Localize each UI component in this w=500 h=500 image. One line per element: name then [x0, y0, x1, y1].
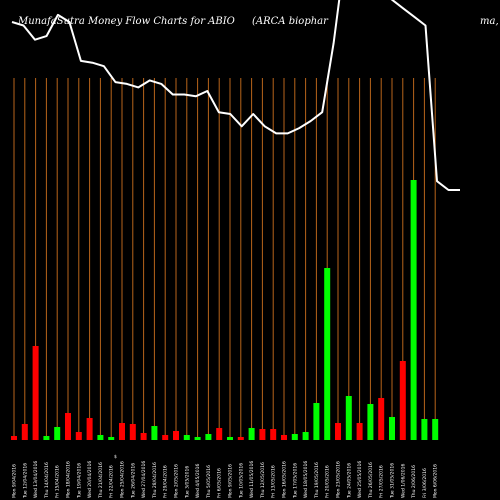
- money-flow-bar: [119, 423, 125, 440]
- x-tick-label: Wed 25/05/2016: [357, 461, 363, 498]
- money-flow-bar: [335, 423, 341, 440]
- money-flow-bar: [21, 424, 28, 440]
- money-flow-bar: [140, 433, 147, 440]
- money-flow-bar: [32, 346, 39, 440]
- x-tick-label: Mon 2/05/2016: [174, 464, 180, 498]
- x-tick-label: Mon 6/06/2016: [433, 464, 439, 498]
- x-tick-label: Fri 13/05/2016: [271, 465, 277, 498]
- money-flow-bar: [259, 429, 266, 440]
- money-flow-bar: [421, 419, 428, 440]
- x-tick-label: Wed 4/05/2016: [195, 464, 201, 498]
- vertical-gridlines: [13, 78, 436, 440]
- money-flow-bar: [389, 417, 395, 440]
- money-flow-bars: [11, 180, 439, 440]
- x-tick-label: Wed 1/06/2016: [400, 464, 406, 498]
- x-tick-label: Wed 20/04/2016: [87, 461, 93, 498]
- x-tick-label: Fri 20/05/2016: [325, 465, 331, 498]
- x-tick-label: Thu 14/04/2016: [44, 462, 50, 499]
- money-flow-bar: [205, 434, 212, 440]
- money-flow-bar: [108, 437, 115, 440]
- money-flow-bar: [216, 428, 223, 440]
- money-flow-bar: [270, 429, 277, 440]
- money-flow-bar: [378, 398, 385, 440]
- x-tick-label: Fri 3/06/2016: [422, 468, 428, 498]
- money-flow-bar: [291, 434, 298, 440]
- money-flow-bar: [183, 435, 190, 440]
- x-tick-label: Mon 9/05/2016: [228, 464, 234, 498]
- money-flow-bar: [65, 413, 71, 440]
- x-tick-label: Wed 18/05/2016: [303, 461, 309, 498]
- x-tick-label: Tue 12/04/2016: [22, 463, 28, 499]
- money-flow-bar: [173, 431, 179, 440]
- x-tick-label: Thu 26/05/2016: [368, 462, 374, 499]
- money-flow-bar: [194, 437, 201, 440]
- money-flow-bar: [399, 361, 406, 440]
- x-tick-label: Tue 10/05/2016: [238, 463, 244, 499]
- x-extra-label: $: [114, 454, 117, 460]
- x-tick-label: Thu 2/06/2016: [411, 465, 417, 499]
- price-line: [11, 0, 460, 191]
- x-tick-label: Mon 23/05/2016: [336, 461, 342, 498]
- money-flow-bar: [356, 423, 363, 440]
- money-flow-bar: [345, 396, 352, 440]
- x-tick-label: Thu 5/05/2016: [206, 465, 212, 499]
- x-tick-label: Fri 22/04/2016: [109, 465, 115, 498]
- x-tick-label: Mon 18/04/2016: [66, 461, 72, 498]
- money-flow-bar: [43, 436, 50, 440]
- money-flow-bar: [237, 437, 244, 440]
- money-flow-bar: [129, 424, 136, 440]
- x-tick-label: Tue 3/05/2016: [184, 466, 190, 499]
- money-flow-bar: [97, 435, 104, 440]
- money-flow-bar: [432, 419, 439, 440]
- chart-title: MunafaSutra Money Flow Charts for ABIO: [17, 16, 235, 27]
- x-tick-label: Thu 28/04/2016: [152, 462, 158, 499]
- money-flow-bar: [151, 426, 158, 440]
- money-flow-bar: [11, 436, 17, 440]
- x-tick-label: Fri 6/05/2016: [217, 468, 223, 498]
- money-flow-bar: [313, 403, 320, 440]
- company-name: (ARCA biophar: [252, 16, 329, 27]
- x-tick-label: Tue 26/04/2016: [130, 463, 136, 499]
- money-flow-bar: [227, 437, 233, 440]
- x-tick-label: Tue 17/05/2016: [292, 463, 298, 499]
- money-flow-bar: [367, 404, 374, 440]
- x-tick-label: Thu 12/05/2016: [260, 462, 266, 499]
- x-tick-label: Thu 21/04/2016: [98, 462, 104, 499]
- x-tick-label: Tue 24/05/2016: [346, 463, 352, 499]
- x-tick-label: Tue 31/05/2016: [390, 463, 396, 499]
- x-tick-label: Mon 9/04/2016: [12, 464, 18, 498]
- x-tick-label: Fri 29/04/2016: [163, 465, 169, 498]
- x-tick-label: Mon 25/04/2016: [120, 461, 126, 498]
- money-flow-bar: [248, 428, 255, 440]
- x-tick-label: Wed 27/04/2016: [141, 461, 147, 498]
- money-flow-bar: [54, 427, 61, 440]
- x-tick-label: Wed 11/05/2016: [249, 461, 255, 498]
- x-tick-label: Tue 19/04/2016: [76, 463, 82, 499]
- money-flow-bar: [162, 435, 169, 440]
- x-tick-label: Fri 15/04/2016: [55, 465, 61, 498]
- x-tick-label: Wed 13/04/2016: [33, 461, 39, 498]
- x-tick-label: Mon 16/05/2016: [282, 461, 288, 498]
- money-flow-bar: [281, 435, 287, 440]
- money-flow-bar: [75, 432, 82, 440]
- money-flow-bar: [324, 268, 331, 440]
- x-tick-label: Fri 27/05/2016: [379, 465, 385, 498]
- money-flow-bar: [86, 418, 93, 440]
- money-flow-bar: [410, 180, 417, 440]
- company-name-tail: ma,: [480, 16, 499, 27]
- money-flow-bar: [302, 432, 309, 440]
- x-tick-labels: Mon 9/04/2016 Tue 12/04/2016 Wed 13/04/201…: [12, 461, 439, 499]
- x-tick-label: Thu 19/05/2016: [314, 462, 320, 499]
